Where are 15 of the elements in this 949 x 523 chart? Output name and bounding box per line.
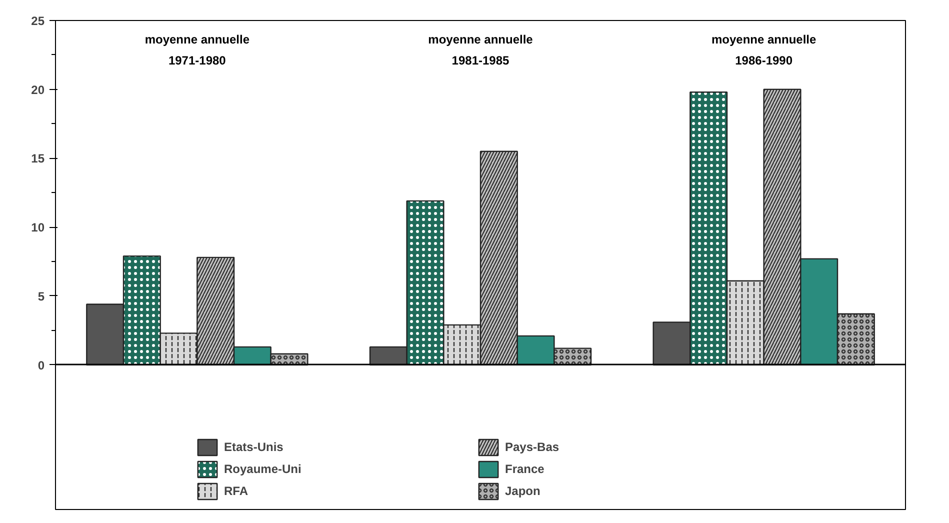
legend-label: RFA [224,483,249,500]
y-tick-label: 5 [38,289,45,304]
y-tick-label: 0 [38,358,45,372]
x-tick-label: moyenne annuelle 1981-1985 [428,32,534,68]
y-tick-label: 25 [31,14,45,28]
y-tick-label: 10 [31,220,45,235]
legend-label: France [505,461,546,478]
legend-label: Pays-Bas [505,439,560,456]
x-tick-label: moyenne annuelle 1986-1990 [711,32,817,68]
x-tick-label: moyenne annuelle 1971-1980 [144,32,250,68]
legend-label: Royaume-Uni [224,461,302,478]
legend-label: Japon [505,483,542,500]
legend-label: Etats-Unis [224,439,284,456]
y-tick-label: 20 [31,82,45,97]
y-tick-label: 15 [31,152,45,166]
